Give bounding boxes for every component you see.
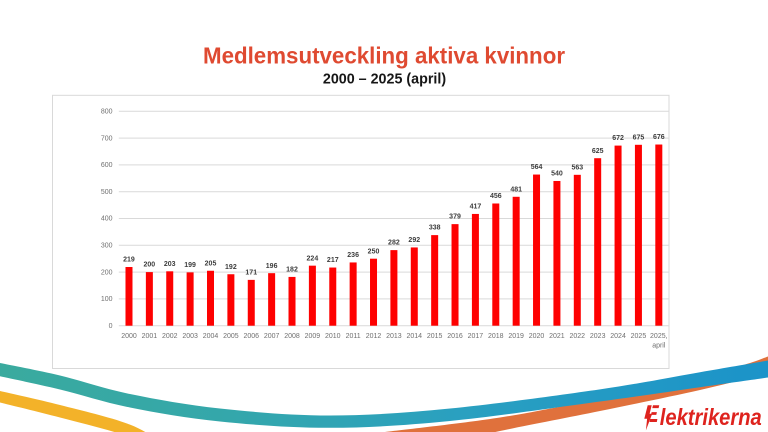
svg-text:2018: 2018 [488, 333, 504, 340]
svg-text:2020: 2020 [529, 333, 545, 340]
svg-text:800: 800 [101, 109, 113, 116]
svg-text:2015: 2015 [427, 333, 443, 340]
svg-text:2017: 2017 [468, 333, 484, 340]
svg-text:2016: 2016 [447, 333, 463, 340]
svg-text:182: 182 [286, 267, 298, 274]
svg-text:2004: 2004 [203, 333, 219, 340]
svg-text:338: 338 [429, 225, 441, 232]
svg-text:200: 200 [144, 262, 156, 269]
svg-text:199: 199 [184, 262, 196, 269]
svg-text:250: 250 [368, 248, 380, 255]
svg-text:2003: 2003 [182, 333, 198, 340]
svg-text:2000: 2000 [121, 333, 137, 340]
svg-text:2021: 2021 [549, 333, 565, 340]
svg-text:300: 300 [101, 243, 113, 250]
svg-text:236: 236 [347, 252, 359, 259]
svg-text:292: 292 [408, 237, 420, 244]
svg-text:2013: 2013 [386, 333, 402, 340]
svg-text:192: 192 [225, 264, 237, 271]
svg-text:540: 540 [551, 171, 563, 178]
svg-text:417: 417 [470, 204, 482, 211]
svg-text:203: 203 [164, 261, 176, 268]
svg-text:april: april [652, 343, 666, 350]
svg-text:2022: 2022 [570, 333, 586, 340]
svg-text:2012: 2012 [366, 333, 382, 340]
svg-text:2006: 2006 [243, 333, 259, 340]
svg-text:456: 456 [490, 193, 502, 200]
svg-text:0: 0 [109, 323, 113, 330]
svg-text:2000 – 2025 (april): 2000 – 2025 (april) [323, 72, 446, 88]
svg-text:379: 379 [449, 214, 461, 221]
svg-text:2019: 2019 [508, 333, 524, 340]
svg-text:224: 224 [307, 255, 319, 262]
svg-text:2025: 2025 [631, 333, 647, 340]
svg-text:2014: 2014 [406, 333, 422, 340]
svg-text:2025,: 2025, [650, 333, 668, 340]
svg-text:171: 171 [245, 269, 257, 276]
svg-text:2009: 2009 [305, 333, 321, 340]
svg-text:196: 196 [266, 263, 278, 270]
svg-text:200: 200 [101, 269, 113, 276]
svg-text:217: 217 [327, 257, 339, 264]
svg-text:2005: 2005 [223, 333, 239, 340]
svg-text:675: 675 [633, 134, 645, 141]
svg-text:lektrikerna: lektrikerna [660, 403, 762, 430]
svg-text:700: 700 [101, 135, 113, 142]
svg-text:672: 672 [612, 135, 624, 142]
svg-text:2002: 2002 [162, 333, 178, 340]
svg-text:2001: 2001 [142, 333, 158, 340]
svg-text:676: 676 [653, 134, 665, 141]
svg-text:100: 100 [101, 296, 113, 303]
svg-text:625: 625 [592, 148, 604, 155]
svg-text:Medlemsutveckling aktiva kvinn: Medlemsutveckling aktiva kvinnor [203, 42, 565, 68]
svg-text:500: 500 [101, 189, 113, 196]
svg-text:2023: 2023 [590, 333, 606, 340]
svg-text:2024: 2024 [610, 333, 626, 340]
svg-text:2008: 2008 [284, 333, 300, 340]
svg-text:600: 600 [101, 162, 113, 169]
svg-text:282: 282 [388, 240, 400, 247]
svg-text:205: 205 [205, 260, 217, 267]
svg-text:219: 219 [123, 257, 135, 264]
svg-text:481: 481 [510, 186, 522, 193]
svg-text:563: 563 [571, 164, 583, 171]
svg-text:564: 564 [531, 164, 543, 171]
svg-text:2010: 2010 [325, 333, 341, 340]
svg-text:2011: 2011 [346, 333, 361, 340]
svg-text:2007: 2007 [264, 333, 280, 340]
svg-text:400: 400 [101, 216, 113, 223]
